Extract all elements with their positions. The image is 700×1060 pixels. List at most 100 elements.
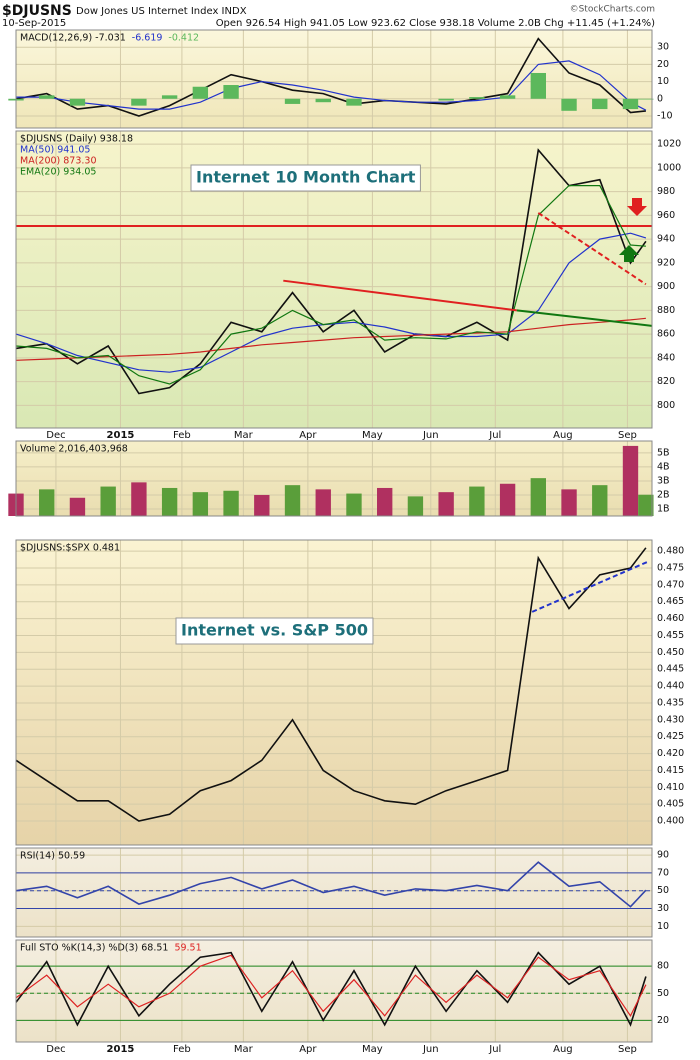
bar	[499, 95, 516, 99]
y-tick-label: 900	[657, 281, 675, 292]
bar	[530, 72, 546, 99]
bar	[254, 494, 270, 516]
y-tick-label: 10	[657, 76, 669, 87]
x-tick-label: Jul	[488, 430, 501, 441]
bar	[469, 97, 485, 99]
y-tick-label: 5B	[657, 447, 670, 458]
bar	[192, 86, 209, 99]
legend-entry: MA(50) 941.05	[20, 145, 90, 156]
series-line	[15, 317, 646, 361]
bar	[39, 489, 55, 516]
up-arrow	[619, 245, 639, 262]
panel-background	[16, 30, 652, 128]
x-tick-label: Jun	[422, 430, 439, 441]
series-line	[15, 148, 647, 395]
bar	[315, 489, 331, 516]
panel-frame	[15, 440, 653, 517]
x-tick-label: Dec	[46, 430, 65, 441]
y-tick-label: 0.445	[657, 664, 684, 675]
x-tick-label: 2015	[107, 1044, 135, 1055]
y-tick-label: 30	[657, 903, 669, 914]
x-tick-label: 2015	[107, 430, 135, 441]
bar	[346, 98, 362, 106]
bar	[346, 493, 362, 516]
y-tick-label: 820	[657, 376, 675, 387]
legend-entry: Full STO %K(14,3) %D(3) 68.51	[20, 943, 168, 954]
bar	[39, 95, 55, 99]
y-tick-label: 0.440	[657, 681, 684, 692]
panel-background	[16, 540, 652, 845]
y-tick-label: 30	[657, 42, 669, 53]
bar	[561, 98, 577, 111]
legend-entry: MA(200) 873.30	[20, 156, 97, 167]
bar	[223, 85, 239, 99]
trend-line	[283, 279, 517, 312]
x-tick-label: Apr	[299, 430, 317, 441]
y-tick-label: 90	[657, 850, 669, 861]
legend-entry: 59.51	[174, 943, 201, 954]
x-tick-label: Feb	[173, 1044, 191, 1055]
date: 10-Sep-2015	[2, 18, 66, 29]
y-tick-label: 960	[657, 210, 675, 221]
y-tick-label: 3B	[657, 475, 670, 486]
bar	[530, 478, 546, 516]
bar	[284, 485, 301, 516]
y-tick-label: 0.435	[657, 697, 684, 708]
legend-entry: -6.619	[132, 33, 163, 44]
y-tick-label: 20	[657, 1015, 669, 1026]
series-line	[15, 954, 647, 1017]
y-tick-label: 2B	[657, 489, 670, 500]
y-tick-label: 0.430	[657, 714, 684, 725]
bar	[161, 95, 178, 99]
bar	[377, 487, 393, 516]
y-tick-label: 20	[657, 59, 669, 70]
panel-frame	[15, 939, 653, 1043]
y-tick-label: 860	[657, 329, 675, 340]
x-tick-label: Mar	[234, 1044, 254, 1055]
panel-background	[16, 940, 652, 1042]
bar	[622, 445, 639, 516]
series-line	[15, 185, 646, 385]
y-tick-label: 0.450	[657, 647, 684, 658]
trend-line	[531, 560, 650, 613]
x-tick-label: Feb	[173, 430, 191, 441]
y-tick-label: 50	[657, 988, 669, 999]
y-tick-label: 10	[657, 921, 669, 932]
x-tick-label: May	[362, 1044, 383, 1055]
y-tick-label: 70	[657, 867, 669, 878]
bar	[622, 98, 639, 110]
y-tick-label: 920	[657, 257, 675, 268]
bar	[131, 482, 147, 516]
bar	[592, 98, 608, 110]
x-tick-label: Jun	[422, 1044, 439, 1055]
index-name: Dow Jones US Internet Index INDX	[76, 6, 247, 17]
series-line	[15, 37, 646, 117]
bar	[407, 496, 424, 516]
legend-entry: RSI(14) 50.59	[20, 851, 85, 862]
legend-entry: $DJUSNS (Daily) 938.18	[20, 134, 133, 145]
y-tick-label: 800	[657, 400, 675, 411]
trend-line	[516, 309, 653, 327]
credit: ©StockCharts.com	[570, 5, 655, 15]
x-tick-label: Sep	[618, 430, 637, 441]
y-tick-label: 840	[657, 352, 675, 363]
x-tick-label: Jul	[488, 1044, 501, 1055]
bar	[499, 483, 516, 516]
panel-frame	[15, 539, 653, 846]
series-line	[16, 60, 647, 111]
y-tick-label: 1B	[657, 503, 670, 514]
y-tick-label: 4B	[657, 461, 670, 472]
bar	[438, 492, 454, 516]
bar	[192, 492, 209, 516]
bar	[161, 487, 178, 516]
y-tick-label: 1020	[657, 139, 681, 150]
y-tick-label: 0.455	[657, 630, 684, 641]
legend-entry: Volume 2,016,403,968	[20, 444, 128, 455]
y-tick-label: 0.460	[657, 613, 684, 624]
bar	[438, 98, 454, 101]
series-line	[15, 547, 647, 822]
y-tick-label: 0.405	[657, 799, 684, 810]
panel-frame	[15, 130, 653, 429]
